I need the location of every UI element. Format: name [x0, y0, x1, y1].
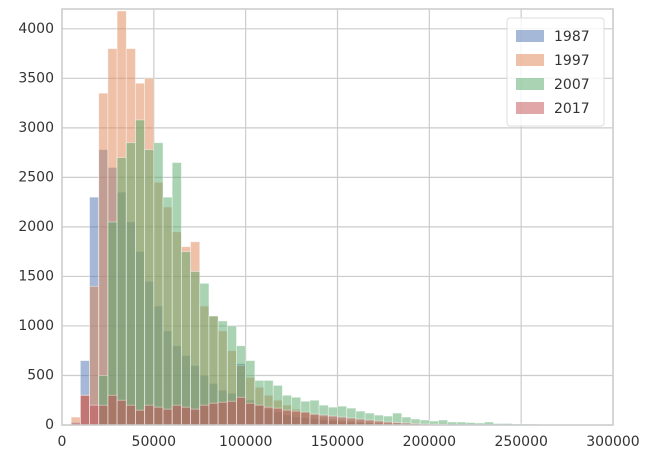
- histogram-bar: [190, 408, 201, 426]
- histogram-bar: [180, 251, 191, 426]
- legend-label: 2017: [554, 101, 590, 117]
- histogram-bar: [98, 404, 109, 426]
- legend-swatch: [516, 30, 544, 42]
- histogram-bar: [300, 411, 311, 426]
- histogram-bar: [217, 401, 228, 426]
- histogram-bar: [79, 394, 90, 426]
- histogram-bar: [89, 404, 100, 426]
- histogram-bar: [107, 394, 118, 426]
- histogram-bar: [89, 285, 100, 426]
- legend-label: 2007: [554, 77, 590, 93]
- histogram-bar: [171, 162, 182, 426]
- histogram-bar: [180, 406, 191, 426]
- histogram-bar: [208, 402, 219, 426]
- legend-label: 1987: [554, 29, 590, 45]
- y-tick-label: 4000: [18, 21, 54, 37]
- x-tick-label: 200000: [403, 434, 456, 450]
- histogram-bar: [125, 404, 136, 426]
- x-tick-label: 0: [58, 434, 67, 450]
- histogram-bar: [281, 409, 292, 426]
- histogram-bar: [190, 271, 201, 426]
- y-tick-label: 3500: [18, 70, 54, 86]
- histogram-bar: [135, 409, 146, 426]
- histogram-bar: [272, 407, 283, 426]
- histogram-bar: [162, 196, 173, 426]
- histogram-bar: [125, 142, 136, 426]
- legend-swatch: [516, 78, 544, 90]
- y-tick-label: 500: [27, 367, 54, 383]
- y-tick-label: 1000: [18, 318, 54, 334]
- histogram-bar: [116, 399, 127, 426]
- histogram-bar: [309, 413, 320, 426]
- histogram-bar: [199, 282, 210, 426]
- histogram-bar: [171, 404, 182, 426]
- histogram-bar: [107, 221, 118, 426]
- legend-swatch: [516, 54, 544, 66]
- histogram-bar: [346, 417, 357, 426]
- histogram-bar: [254, 404, 265, 426]
- histogram-bar: [318, 414, 329, 426]
- legend-label: 1997: [554, 53, 590, 69]
- y-tick-label: 0: [45, 417, 54, 433]
- histogram-bar: [327, 415, 338, 426]
- histogram-bar: [116, 157, 127, 426]
- histogram-bar: [153, 406, 164, 426]
- y-tick-label: 2500: [18, 169, 54, 185]
- x-tick-label: 250000: [494, 434, 547, 450]
- histogram-bar: [355, 418, 366, 426]
- y-tick-label: 2000: [18, 219, 54, 235]
- histogram-bar: [162, 408, 173, 426]
- x-tick-label: 150000: [311, 434, 364, 450]
- histogram-bar: [291, 410, 302, 426]
- y-tick-label: 3000: [18, 120, 54, 136]
- histogram-bar: [144, 149, 155, 426]
- x-tick-label: 50000: [132, 434, 177, 450]
- histogram-bar: [144, 404, 155, 426]
- legend-box: [506, 17, 605, 127]
- legend-swatch: [516, 102, 544, 114]
- histogram-bar: [199, 404, 210, 426]
- histogram-bar: [135, 119, 146, 426]
- histogram-bar: [236, 396, 247, 426]
- histogram-bar: [337, 416, 348, 426]
- histogram-bar: [245, 402, 256, 426]
- x-tick-label: 100000: [219, 434, 272, 450]
- x-tick-label: 300000: [586, 434, 639, 450]
- histogram-bar: [263, 406, 274, 426]
- histogram-bar: [226, 400, 237, 426]
- plot-frame: [61, 8, 614, 426]
- y-tick-label: 1500: [18, 268, 54, 284]
- histogram-bar: [153, 142, 164, 426]
